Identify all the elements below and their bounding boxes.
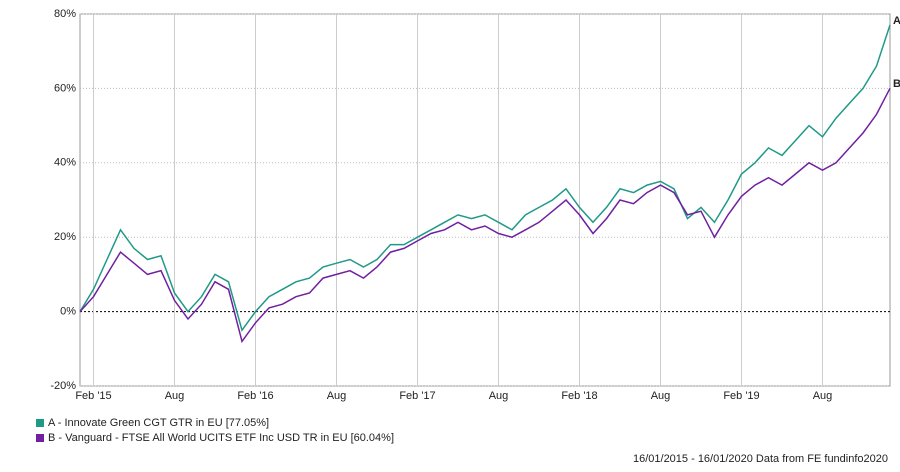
plot-frame [79, 13, 891, 387]
footer: 16/01/2015 - 16/01/2020 Data from FE fun… [633, 453, 888, 465]
legend-label: B - Vanguard - FTSE All World UCITS ETF … [48, 432, 394, 444]
x-tick-label: Aug [165, 390, 185, 402]
end-label: B [893, 78, 900, 90]
y-tick-label: 40% [54, 157, 76, 169]
x-tick-label: Aug [651, 390, 671, 402]
x-tick-label: Aug [489, 390, 509, 402]
x-tick-label: Feb '16 [237, 390, 273, 402]
x-tick-label: Aug [327, 390, 347, 402]
line [79, 24, 891, 332]
x-tick-label: Feb '15 [75, 390, 111, 402]
y-tick-label: 80% [54, 8, 76, 20]
legend-swatch [36, 419, 44, 427]
y-tick-label: -20% [50, 380, 76, 392]
x-tick-label: Feb '18 [561, 390, 597, 402]
end-label: A [893, 15, 900, 27]
legend-label: A - Innovate Green CGT GTR in EU [77.05%… [48, 417, 269, 429]
x-tick-label: Aug [813, 390, 833, 402]
x-tick-label: Feb '17 [399, 390, 435, 402]
x-tick-label: Feb '19 [723, 390, 759, 402]
y-tick-label: 0% [60, 306, 76, 318]
y-tick-label: 20% [54, 231, 76, 243]
y-tick-label: 60% [54, 82, 76, 94]
line [79, 87, 891, 344]
legend-swatch [36, 434, 44, 442]
